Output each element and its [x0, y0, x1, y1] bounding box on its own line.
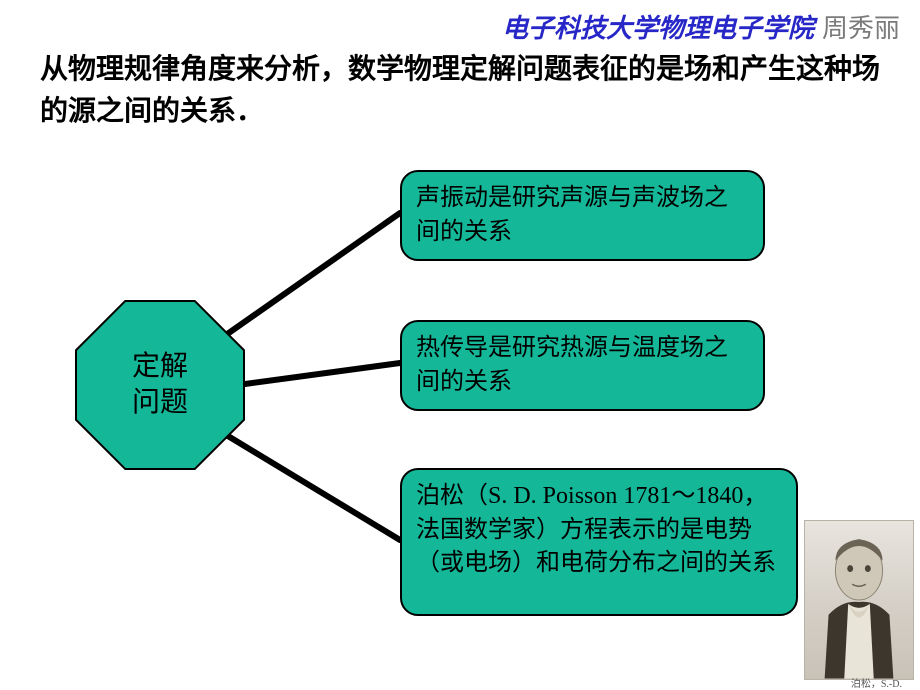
school-name: 电子科技大学物理电子学院	[502, 8, 814, 45]
portrait-caption: 泊松，S.-D.	[851, 675, 902, 690]
child-node-acoustic: 声振动是研究声源与声波场之间的关系	[400, 170, 765, 261]
poisson-portrait	[804, 520, 914, 680]
intro-text: 从物理规律角度来分析，数学物理定解问题表征的是场和产生这种场的源之间的关系．	[40, 48, 880, 132]
author-name: 周秀丽	[822, 8, 900, 45]
child-node-poisson: 泊松（S. D. Poisson 1781～1840，法国数学家）方程表示的是电…	[400, 468, 798, 616]
child-node-heat: 热传导是研究热源与温度场之间的关系	[400, 320, 765, 411]
root-node: 定解 问题	[75, 300, 245, 470]
slide-header: 电子科技大学物理电子学院 周秀丽	[502, 8, 900, 45]
root-node-label: 定解 问题	[132, 349, 188, 422]
